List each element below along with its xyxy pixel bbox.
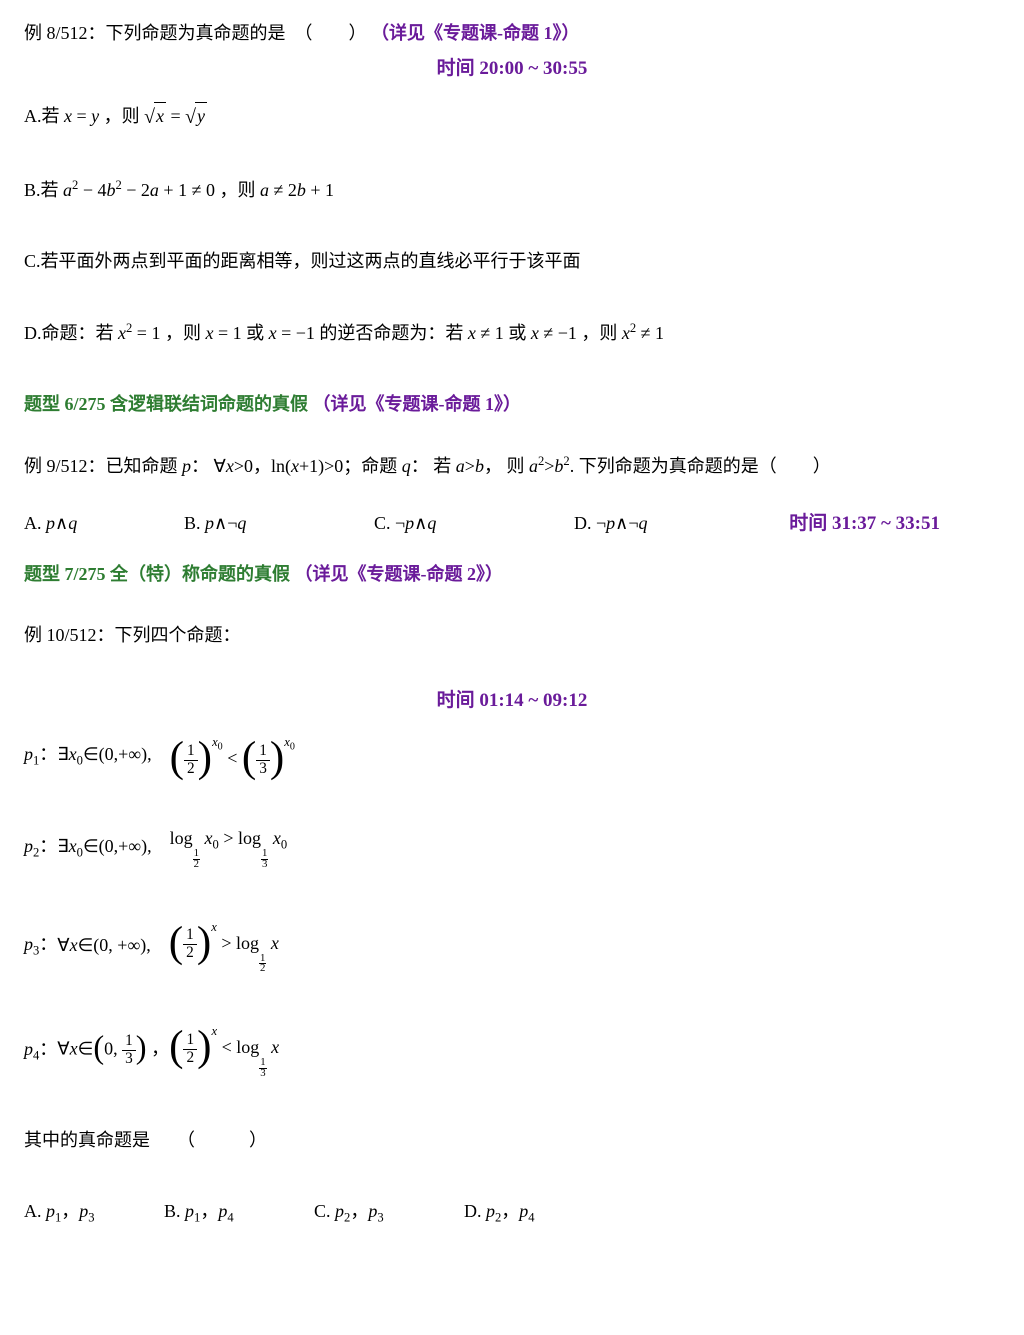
ex10-p3: p3： ∀x∈(0, +∞), (12)x > log12 x (24, 918, 1000, 974)
p3-expr: (12)x > log12 x (169, 918, 279, 974)
p4-domain: ∀x∈(0, 13) ， (57, 1033, 169, 1068)
opt-b-mid: ，则 (219, 180, 260, 200)
ex9-opt-c: C. ¬p∧q (374, 510, 574, 537)
sec7-main: 题型 7/275 全（特）称命题的真假 (24, 564, 290, 584)
sec6-main: 题型 6/275 含逻辑联结词命题的真假 (24, 394, 308, 414)
section-6-header: 题型 6/275 含逻辑联结词命题的真假 （详见《专题课-命题 1》） (24, 391, 1000, 418)
sec6-link: （详见《专题课-命题 1》） (313, 394, 522, 414)
ex10-p2: p2： ∃x0∈(0,+∞), log12 x0 > log13 x0 (24, 825, 1000, 869)
ex8-option-c: C.若平面外两点到平面的距离相等，则过这两点的直线必平行于该平面 (24, 248, 1000, 275)
d-m6: x2 ≠ 1 (622, 323, 664, 343)
p4-expr: (12)x < log13 x (169, 1022, 279, 1078)
ex10-p4: p4： ∀x∈(0, 13) ， (12)x < log13 x (24, 1022, 1000, 1078)
opt-a-math2: √x = √y (144, 106, 207, 126)
p1-domain: ∃x0∈(0,+∞), (57, 741, 169, 770)
ex8-header-text: 例 8/512：下列命题为真命题的是 （ ） (24, 23, 367, 43)
opt-a-pre: A.若 (24, 106, 64, 126)
p2-domain: ∃x0∈(0,+∞), (57, 833, 169, 862)
opt-b-pre: B.若 (24, 180, 63, 200)
p3-domain: ∀x∈(0, +∞), (57, 932, 168, 959)
d-m5: x ≠ −1 (531, 323, 577, 343)
d-tail: ，则 (581, 323, 622, 343)
section-7-header: 题型 7/275 全（特）称命题的真假 （详见《专题课-命题 2》） (24, 561, 1000, 588)
p1-label: p1： (24, 741, 57, 770)
ex9-header: 例 9/512：已知命题 p： ∀x>0，ln(x+1)>0；命题 q： 若 a… (24, 452, 1000, 480)
sec7-link: （详见《专题课-命题 2》） (295, 564, 504, 584)
ex10-options: A. p1，p3 B. p1，p4 C. p2，p3 D. p2，p4 (24, 1198, 1000, 1227)
d-or: 或 (246, 323, 269, 343)
d-or2: 或 (508, 323, 531, 343)
ex8-header-link: （详见《专题课-命题 1》） (371, 23, 580, 43)
ex10-header: 例 10/512：下列四个命题： (24, 622, 1000, 649)
ex9-time: 时间 31:37 ~ 33:51 (789, 510, 1000, 539)
opt-a-math1: x = y (64, 106, 99, 126)
ex10-question: 其中的真命题是 （ ） (24, 1127, 1000, 1154)
ex9-opt-a: A. p∧q (24, 510, 184, 537)
d-m1: x2 = 1 (118, 323, 160, 343)
ex8-header: 例 8/512：下列命题为真命题的是 （ ） （详见《专题课-命题 1》） (24, 20, 1000, 47)
ex8-option-a: A.若 x = y ，则 √x = √y (24, 102, 1000, 133)
p1-expr: (12)x0 < (13)x0 (170, 733, 295, 777)
opt-b-math2: a ≠ 2b + 1 (260, 180, 334, 200)
opt-a-mid: ，则 (104, 106, 145, 126)
ex9-text: 例 9/512：已知命题 p： ∀x>0，ln(x+1)>0；命题 q： 若 a… (24, 456, 831, 476)
p3-label: p3： (24, 931, 57, 960)
ex8-time: 时间 20:00 ~ 30:55 (24, 55, 1000, 84)
ex10-opt-b: B. p1，p4 (164, 1198, 314, 1227)
d-m4: x ≠ 1 (468, 323, 504, 343)
ex10-opt-c: C. p2，p3 (314, 1198, 464, 1227)
ex9-opt-b: B. p∧¬q (184, 510, 374, 537)
d-m2: x = 1 (205, 323, 241, 343)
opt-b-math1: a2 − 4b2 − 2a + 1 ≠ 0 (63, 180, 215, 200)
d-mid2: 的逆否命题为：若 (319, 323, 468, 343)
p2-label: p2： (24, 833, 57, 862)
ex10-time: 时间 01:14 ~ 09:12 (24, 687, 1000, 716)
ex8-option-b: B.若 a2 − 4b2 − 2a + 1 ≠ 0 ，则 a ≠ 2b + 1 (24, 176, 1000, 204)
ex10-opt-a: A. p1，p3 (24, 1198, 164, 1227)
ex9-options: A. p∧q B. p∧¬q C. ¬p∧q D. ¬p∧¬q (24, 510, 789, 537)
ex8-option-d: D.命题：若 x2 = 1 ，则 x = 1 或 x = −1 的逆否命题为：若… (24, 319, 1000, 347)
ex10-opt-d: D. p2，p4 (464, 1198, 614, 1227)
ex9-options-row: A. p∧q B. p∧¬q C. ¬p∧q D. ¬p∧¬q 时间 31:37… (24, 510, 1000, 539)
p4-label: p4： (24, 1036, 57, 1065)
p2-expr: log12 x0 > log13 x0 (170, 825, 288, 869)
opt-d-pre: D.命题：若 (24, 323, 118, 343)
ex10-p1: p1： ∃x0∈(0,+∞), (12)x0 < (13)x0 (24, 733, 1000, 777)
d-m3: x = −1 (269, 323, 315, 343)
ex9-opt-d: D. ¬p∧¬q (574, 510, 754, 537)
d-mid1: ，则 (165, 323, 206, 343)
